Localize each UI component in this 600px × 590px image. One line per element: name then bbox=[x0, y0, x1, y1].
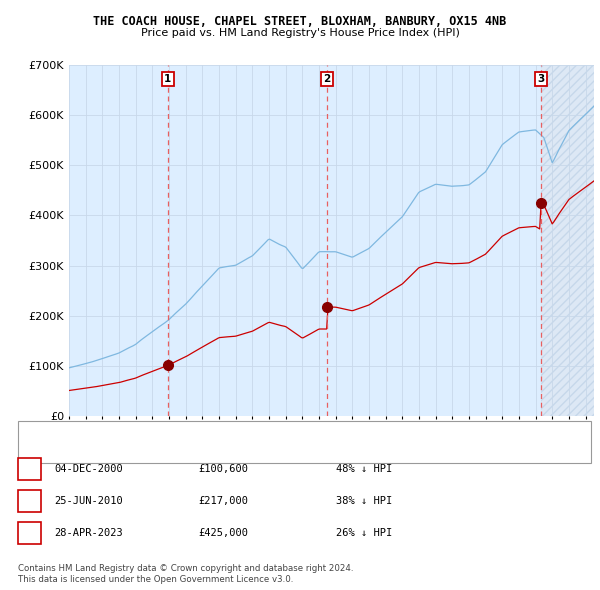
Text: 3: 3 bbox=[538, 74, 545, 84]
Text: 26% ↓ HPI: 26% ↓ HPI bbox=[336, 528, 392, 537]
Text: This data is licensed under the Open Government Licence v3.0.: This data is licensed under the Open Gov… bbox=[18, 575, 293, 584]
Text: 3: 3 bbox=[26, 526, 33, 539]
Text: THE COACH HOUSE, CHAPEL STREET, BLOXHAM, BANBURY, OX15 4NB: THE COACH HOUSE, CHAPEL STREET, BLOXHAM,… bbox=[94, 15, 506, 28]
Text: 48% ↓ HPI: 48% ↓ HPI bbox=[336, 464, 392, 474]
Text: ——: —— bbox=[30, 445, 55, 458]
Text: 25-JUN-2010: 25-JUN-2010 bbox=[54, 496, 123, 506]
Text: ——: —— bbox=[30, 425, 55, 438]
Text: 28-APR-2023: 28-APR-2023 bbox=[54, 528, 123, 537]
Bar bbox=[541, 65, 594, 416]
Text: 38% ↓ HPI: 38% ↓ HPI bbox=[336, 496, 392, 506]
Text: £217,000: £217,000 bbox=[198, 496, 248, 506]
Text: 04-DEC-2000: 04-DEC-2000 bbox=[54, 464, 123, 474]
Text: 1: 1 bbox=[164, 74, 171, 84]
Text: £100,600: £100,600 bbox=[198, 464, 248, 474]
Text: 2: 2 bbox=[323, 74, 331, 84]
Bar bbox=[541, 65, 594, 416]
Text: HPI: Average price, detached house, Cherwell: HPI: Average price, detached house, Cher… bbox=[66, 447, 325, 457]
Text: Price paid vs. HM Land Registry's House Price Index (HPI): Price paid vs. HM Land Registry's House … bbox=[140, 28, 460, 38]
Text: Contains HM Land Registry data © Crown copyright and database right 2024.: Contains HM Land Registry data © Crown c… bbox=[18, 565, 353, 573]
Text: £425,000: £425,000 bbox=[198, 528, 248, 537]
Text: 2: 2 bbox=[26, 494, 33, 507]
Text: THE COACH HOUSE, CHAPEL STREET, BLOXHAM, BANBURY, OX15 4NB (detached house: THE COACH HOUSE, CHAPEL STREET, BLOXHAM,… bbox=[66, 427, 501, 437]
Text: 1: 1 bbox=[26, 463, 33, 476]
